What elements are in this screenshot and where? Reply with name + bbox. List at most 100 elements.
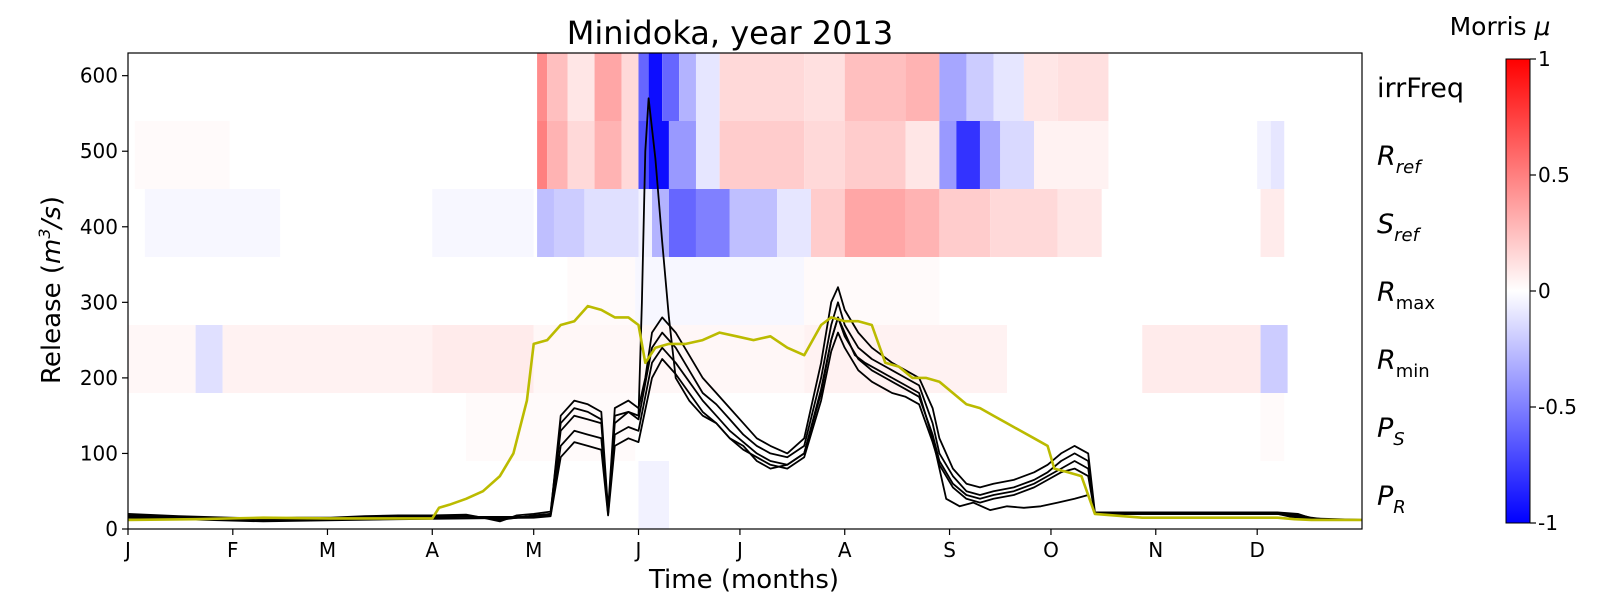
heatmap-cell-2-9	[729, 189, 778, 257]
heatmap-cell-2-14	[939, 189, 991, 257]
param-label-5: PS	[1377, 413, 1405, 450]
heatmap-cell-0-18	[1057, 53, 1109, 121]
heatmap-cell-0-10	[719, 53, 805, 121]
heatmap-cell-2-12	[844, 189, 906, 257]
colorbar-ticks: 1 0.5 0 -0.5 -1	[1530, 47, 1577, 535]
heatmap-cell-2-3	[553, 189, 585, 257]
heatmap-cell-4-1	[195, 325, 223, 393]
heatmap-cell-4-2	[222, 325, 433, 393]
y-tick-label-1: 100	[80, 441, 118, 465]
heatmap-cell-4-0	[128, 325, 196, 393]
param-label-2: Sref	[1377, 209, 1422, 246]
y-tick-label-0: 0	[105, 517, 118, 541]
heatmap-cell-0-9	[695, 53, 720, 121]
heatmap-cell-2-11	[810, 189, 845, 257]
x-tick-label-11: D	[1249, 538, 1264, 562]
heatmap-row-3	[567, 257, 940, 325]
heatmap-cell-2-10	[777, 189, 811, 257]
heatmap-cell-1-2	[547, 121, 568, 189]
heatmap-cell-4-4	[533, 325, 805, 393]
heatmap-cell-1-0	[134, 121, 230, 189]
x-tick-label-6: J	[735, 538, 743, 562]
colorbar-gradient	[1505, 58, 1531, 524]
heatmap-cell-2-17	[1260, 189, 1285, 257]
cb-tick-label-2: 0	[1538, 279, 1551, 303]
heatmap-cell-2-4	[584, 189, 639, 257]
heatmap-cell-0-12	[844, 53, 906, 121]
heatmap-cell-4-7	[1260, 325, 1288, 393]
heatmap-row-1	[134, 121, 1285, 189]
heatmap-cell-0-6	[648, 53, 663, 121]
colorbar: Morris μ 1 0.5 0 -0.5 -1	[1450, 12, 1577, 535]
param-label-0: irrFreq	[1377, 73, 1464, 104]
heatmap-cell-3-2	[804, 257, 940, 325]
heatmap-cell-5-1	[1260, 393, 1285, 461]
heatmap-cell-2-0	[144, 189, 281, 257]
heatmap-cell-0-13	[905, 53, 940, 121]
heatmap-cell-1-11	[804, 121, 845, 189]
heatmap-cell-0-2	[567, 53, 595, 121]
heatmap-cell-2-13	[905, 189, 940, 257]
y-axis-ticks: 0 100 200 300 400 500 600	[80, 64, 128, 541]
cb-tick-label-0: 1	[1538, 47, 1551, 71]
heatmap-row-6	[638, 461, 669, 529]
x-tick-label-9: O	[1043, 538, 1059, 562]
plot-frame	[127, 52, 1363, 530]
x-tick-label-7: A	[838, 538, 852, 562]
cb-tick-label-1: 0.5	[1538, 163, 1570, 187]
heatmap-cell-0-15	[966, 53, 994, 121]
heatmap-cell-0-7	[662, 53, 680, 121]
param-label-4: Rmin	[1377, 345, 1430, 382]
y-tick-label-4: 400	[80, 215, 118, 239]
sensitivity-heatmap	[128, 53, 1288, 529]
heatmap-cell-0-17	[1023, 53, 1058, 121]
y-tick-label-2: 200	[80, 366, 118, 390]
heatmap-cell-0-11	[804, 53, 845, 121]
series-line-0	[127, 97, 1362, 523]
x-tick-label-5: J	[634, 538, 642, 562]
heatmap-cell-0-3	[594, 53, 622, 121]
param-label-3: Rmax	[1377, 277, 1435, 314]
heatmap-cell-1-12	[844, 121, 906, 189]
parameter-labels: irrFreq Rref Sref Rmax Rmin PS PR	[1377, 73, 1464, 518]
heatmap-cell-1-6	[638, 121, 649, 189]
heatmap-cell-1-14	[939, 121, 957, 189]
heatmap-cell-1-13	[905, 121, 940, 189]
heatmap-cell-1-17	[1000, 121, 1035, 189]
heatmap-cell-1-5	[621, 121, 639, 189]
param-label-6: PR	[1377, 481, 1406, 518]
y-tick-label-3: 300	[80, 290, 118, 314]
heatmap-cell-4-3	[432, 325, 534, 393]
heatmap-cell-0-1	[547, 53, 568, 121]
heatmap-cell-1-3	[567, 121, 595, 189]
series-line-5	[127, 304, 1362, 522]
x-tick-label-2: M	[319, 538, 336, 562]
x-tick-label-3: A	[425, 538, 439, 562]
heatmap-cell-1-20	[1270, 121, 1285, 189]
x-tick-label-10: N	[1148, 538, 1163, 562]
heatmap-cell-1-4	[594, 121, 622, 189]
heatmap-cell-1-9	[695, 121, 720, 189]
y-tick-label-6: 600	[80, 64, 118, 88]
release-series	[127, 97, 1363, 523]
heatmap-cell-2-15	[990, 189, 1058, 257]
heatmap-cell-0-4	[621, 53, 639, 121]
heatmap-cell-1-1	[537, 121, 548, 189]
heatmap-cell-5-0	[466, 393, 636, 461]
cb-tick-label-4: -1	[1538, 511, 1558, 535]
heatmap-row-2	[144, 189, 1285, 257]
heatmap-cell-2-1	[432, 189, 534, 257]
heatmap-cell-1-19	[1257, 121, 1271, 189]
heatmap-cell-2-16	[1057, 189, 1102, 257]
y-axis-title: Release (m3/s)	[35, 196, 67, 384]
series-line-3	[127, 316, 1362, 522]
heatmap-row-4	[128, 325, 1288, 393]
heatmap-row-0	[537, 53, 1109, 121]
x-tick-label-1: F	[227, 538, 239, 562]
series-line-2	[127, 301, 1363, 521]
heatmap-cell-4-5	[804, 325, 1008, 393]
x-tick-label-0: J	[123, 538, 131, 562]
heatmap-cell-3-0	[567, 257, 636, 325]
heatmap-cell-2-7	[668, 189, 696, 257]
